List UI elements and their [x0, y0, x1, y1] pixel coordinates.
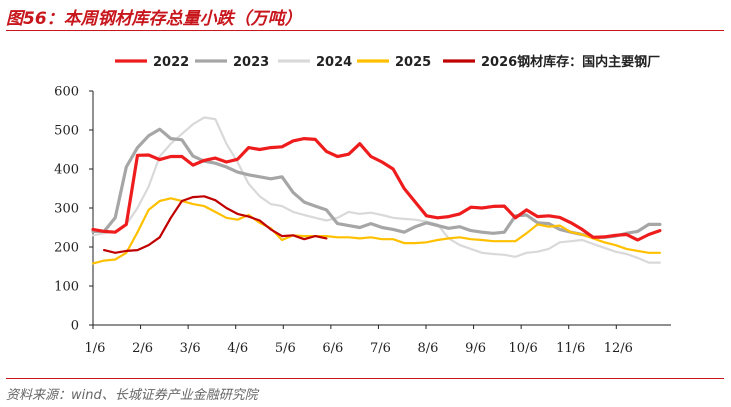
x-tick-label: 4/6	[227, 341, 248, 356]
series-line-0	[91, 137, 662, 242]
x-tick-label: 3/6	[180, 341, 201, 356]
y-tick-label: 300	[54, 202, 79, 217]
series-line-1	[91, 127, 662, 239]
legend-label-3: 2025	[395, 55, 431, 70]
x-tick-label: 11/6	[556, 341, 585, 356]
series-line-2	[91, 116, 662, 264]
figure-title: 图56：本周钢材库存总量小跌（万吨）	[6, 9, 302, 29]
title-divider	[6, 30, 724, 31]
chart-legend: 2022 2023 2024 2025 2026钢材库存：国内主要钢厂	[115, 54, 660, 70]
x-tick-label: 8/6	[418, 341, 439, 356]
legend-label-0: 2022	[153, 55, 189, 70]
y-tick-label: 400	[54, 163, 79, 178]
x-tick-label: 12/6	[604, 341, 633, 356]
legend-label-1: 2023	[233, 55, 269, 70]
x-tick-label: 2/6	[132, 341, 153, 356]
footer-divider	[6, 378, 724, 379]
x-tick-label: 10/6	[509, 341, 538, 356]
x-tick-label: 5/6	[275, 341, 296, 356]
y-tick-label: 200	[54, 241, 79, 256]
x-tick-label: 9/6	[465, 341, 486, 356]
y-tick-label: 500	[54, 124, 79, 139]
line-chart: 0 100 200 300 400 500 600 1/6 2/6 3/6 4/6 5/6 6/6 7/6…	[54, 54, 671, 356]
y-tick-label: 0	[71, 319, 79, 334]
x-tick-label: 7/6	[370, 341, 391, 356]
legend-label-2: 2024	[316, 55, 352, 70]
x-tick-label: 1/6	[85, 341, 106, 356]
source-note: 资料来源：wind、长城证券产业金融研究院	[6, 388, 258, 403]
series-line-4	[102, 195, 328, 254]
x-tick-label: 6/6	[322, 341, 343, 356]
chart-axes: 0 100 200 300 400 500 600 1/6 2/6 3/6 4/6 5/6 6/6 7/6…	[54, 85, 671, 356]
chart-series	[91, 116, 662, 265]
y-tick-label: 600	[54, 85, 79, 100]
series-line-3	[91, 197, 662, 265]
y-tick-label: 100	[54, 280, 79, 295]
legend-label-4: 2026钢材库存：国内主要钢厂	[481, 54, 660, 70]
